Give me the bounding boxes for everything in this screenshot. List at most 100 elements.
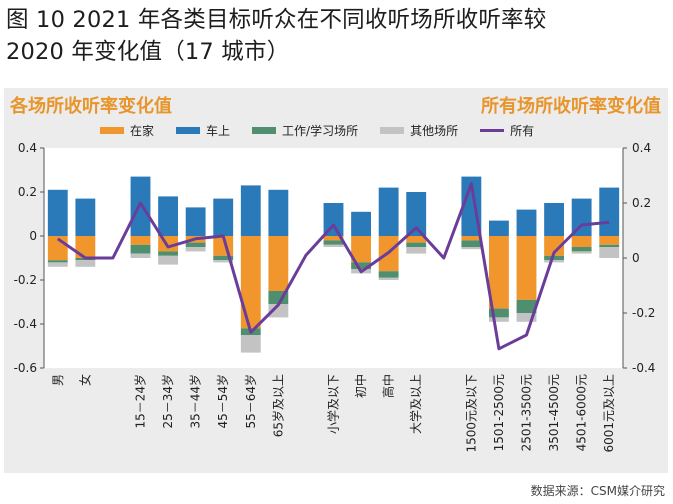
legend-item-home: 在家 xyxy=(100,122,154,139)
legend-swatch-home xyxy=(100,126,124,134)
bar-home xyxy=(489,236,509,309)
bar-home xyxy=(268,236,289,291)
legend-label-home: 在家 xyxy=(130,123,155,138)
bar-other xyxy=(240,335,261,353)
bar-work xyxy=(516,299,537,313)
left-tick-label: 0 xyxy=(29,229,37,243)
bar-other xyxy=(75,260,96,267)
bar-car xyxy=(47,189,68,236)
category-label: 高中 xyxy=(381,374,396,398)
bar-other xyxy=(378,277,399,280)
right-panel-title: 所有场所收听率变化值 xyxy=(481,96,661,117)
bar-home xyxy=(461,236,482,241)
bar-other xyxy=(461,247,482,250)
source-note: 数据来源：CSM媒介研究 xyxy=(530,484,665,498)
bar-home xyxy=(351,236,371,263)
left-tick-label: -0.2 xyxy=(14,273,37,287)
bar-work xyxy=(213,255,234,261)
bar-other xyxy=(130,253,151,258)
bar-car xyxy=(599,187,620,236)
bar-home xyxy=(406,236,427,243)
category-label: 25－34岁 xyxy=(160,374,175,429)
bar-car xyxy=(489,220,509,236)
category-label: 女 xyxy=(77,374,92,386)
figure-title-line-2: 2020 年变化值（17 城市） xyxy=(6,39,290,65)
left-tick-label: -0.4 xyxy=(14,317,37,331)
bar-car xyxy=(516,209,537,236)
legend-swatch-all xyxy=(480,128,505,132)
bar-car xyxy=(213,198,234,236)
legend-label-car: 车上 xyxy=(206,123,231,138)
bar-car xyxy=(544,203,564,236)
bar-car xyxy=(323,203,344,236)
figure-title: 图 10 2021 年各类目标听众在不同收听场所收听率较 2020 年变化值（1… xyxy=(6,4,666,68)
bar-home xyxy=(75,236,96,258)
bar-work xyxy=(130,244,151,254)
bar-home xyxy=(571,236,592,247)
bar-work xyxy=(323,240,344,245)
bar-car xyxy=(406,192,427,236)
bar-work xyxy=(571,247,592,252)
bar-car xyxy=(240,185,261,236)
bar-work xyxy=(351,262,371,269)
bar-other xyxy=(323,244,344,247)
legend-swatch-work xyxy=(252,126,277,134)
bar-home xyxy=(544,236,564,256)
bar-home xyxy=(240,236,261,329)
bar-work xyxy=(406,242,427,247)
left-tick-label: 0.2 xyxy=(18,185,37,199)
bar-other xyxy=(268,304,289,318)
right-tick-label: -0.2 xyxy=(632,306,655,320)
bar-car xyxy=(75,198,96,236)
category-label: 65岁及以上 xyxy=(270,374,285,437)
bar-home xyxy=(516,236,537,300)
chart-legend: 在家 车上 工作/学习场所 其他场所 所有 xyxy=(100,121,600,139)
bar-home xyxy=(323,236,344,241)
legend-item-work: 工作/学习场所 xyxy=(252,122,358,139)
bar-work xyxy=(489,308,509,318)
category-label: 45－54岁 xyxy=(215,374,230,429)
bar-other xyxy=(185,247,206,252)
category-label: 15－24岁 xyxy=(133,374,148,429)
legend-label-work: 工作/学习场所 xyxy=(282,123,359,138)
category-label: 6001元及以上 xyxy=(602,374,616,453)
category-label: 3501-4500元 xyxy=(547,374,561,451)
bar-home xyxy=(130,236,151,245)
bar-other xyxy=(406,247,427,254)
legend-swatch-car xyxy=(176,126,201,134)
bar-work xyxy=(544,255,564,261)
figure-title-line-1: 图 10 2021 年各类目标听众在不同收听场所收听率较 xyxy=(6,7,547,33)
bar-work xyxy=(461,240,482,247)
legend-item-other: 其他场所 xyxy=(380,122,458,139)
right-tick-label: 0.4 xyxy=(632,141,651,155)
category-label: 2501-3500元 xyxy=(520,374,534,451)
bar-other xyxy=(158,255,178,265)
bar-work xyxy=(378,271,399,278)
right-tick-label: 0.2 xyxy=(632,196,651,210)
bar-car xyxy=(158,196,178,236)
category-label: 1501-2500元 xyxy=(492,374,506,451)
bar-home xyxy=(599,236,620,245)
bar-car xyxy=(185,207,206,236)
category-label: 小学及以下 xyxy=(326,374,341,434)
bar-work xyxy=(47,260,68,263)
category-label: 大学及以上 xyxy=(408,374,423,434)
legend-label-all: 所有 xyxy=(510,123,535,138)
bar-work xyxy=(599,244,620,247)
left-tick-label: -0.6 xyxy=(14,361,37,375)
bar-other xyxy=(544,260,564,263)
category-label: 初中 xyxy=(353,374,368,398)
right-tick-label: 0 xyxy=(632,251,640,265)
category-label: 1500元及以下 xyxy=(464,374,478,453)
bar-car xyxy=(378,187,399,236)
bar-other xyxy=(599,247,620,258)
legend-item-car: 车上 xyxy=(176,122,230,139)
bar-car xyxy=(351,211,371,236)
bar-car xyxy=(571,198,592,236)
legend-item-all: 所有 xyxy=(480,122,534,139)
category-label: 男 xyxy=(51,374,65,386)
left-tick-label: 0.4 xyxy=(18,141,37,155)
bar-car xyxy=(268,189,289,236)
bar-other xyxy=(571,251,592,254)
